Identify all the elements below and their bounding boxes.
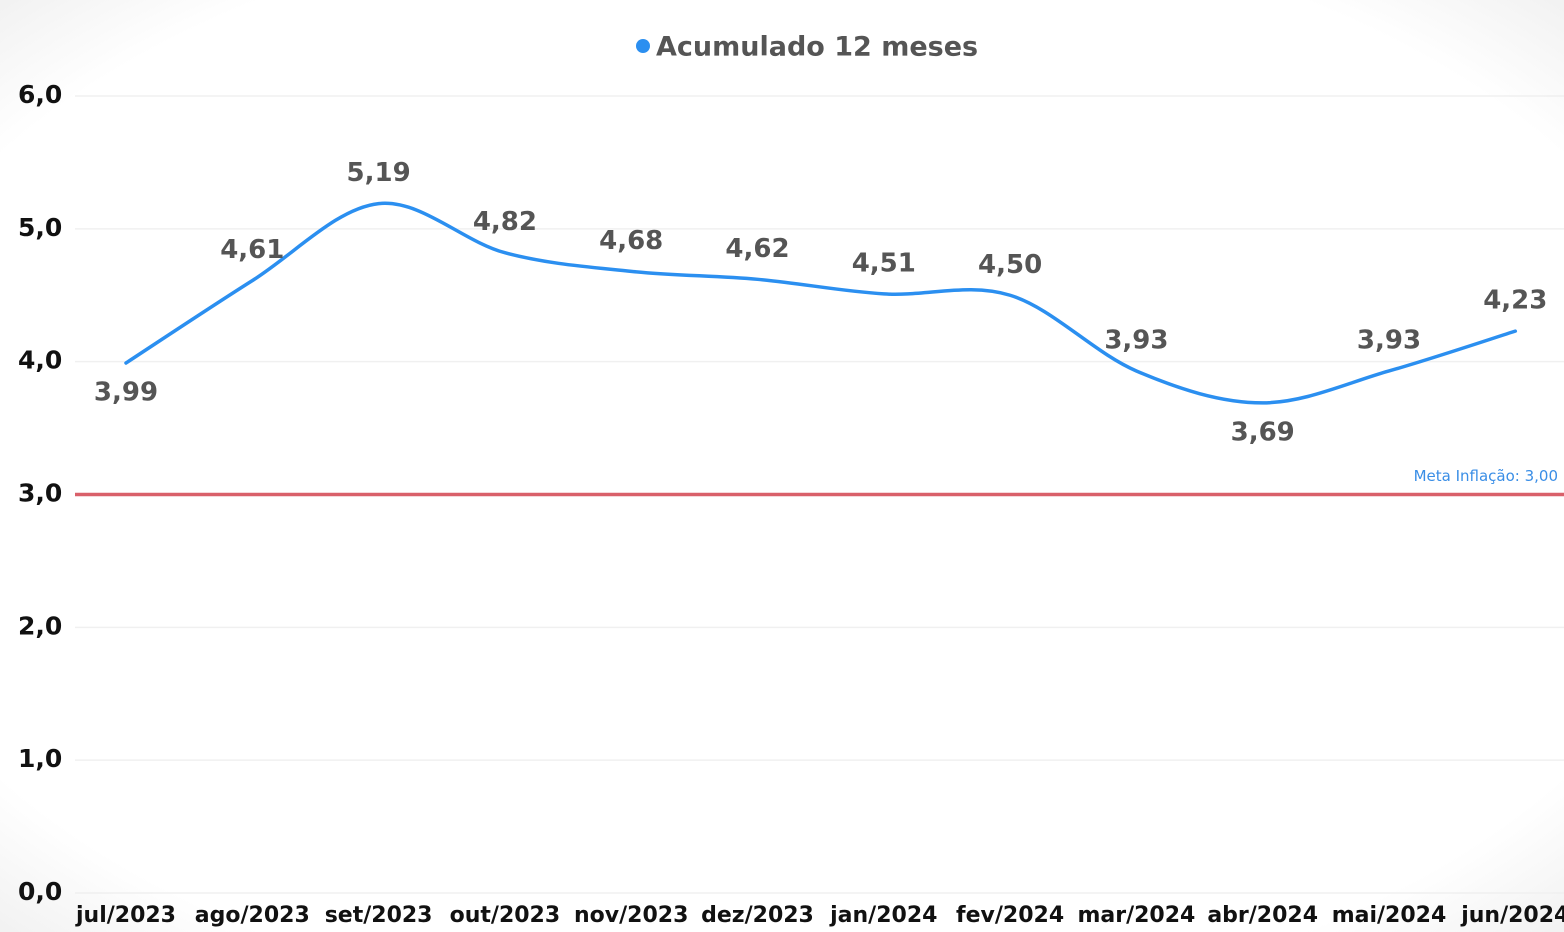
x-tick-label: mar/2024 bbox=[1077, 903, 1195, 928]
x-tick-label: jun/2024 bbox=[1460, 903, 1564, 928]
data-label: 3,93 bbox=[1104, 325, 1168, 355]
x-tick-label: abr/2024 bbox=[1207, 903, 1318, 928]
x-tick-label: jul/2023 bbox=[75, 903, 176, 928]
y-tick-label: 3,0 bbox=[18, 479, 62, 508]
x-tick-label: out/2023 bbox=[450, 903, 561, 928]
plot bbox=[124, 201, 1518, 405]
x-tick-label: fev/2024 bbox=[956, 903, 1064, 928]
reference-label: Meta Inflação: 3,00 bbox=[1414, 467, 1558, 485]
data-label: 4,23 bbox=[1483, 286, 1547, 316]
x-tick-label: mai/2024 bbox=[1332, 903, 1447, 928]
x-tick-label: dez/2023 bbox=[701, 903, 814, 928]
y-tick-label: 6,0 bbox=[18, 80, 62, 109]
data-label: 3,99 bbox=[94, 377, 158, 407]
data-label: 4,82 bbox=[473, 207, 537, 237]
data-label: 4,62 bbox=[725, 234, 789, 264]
x-tick-label: ago/2023 bbox=[195, 903, 310, 928]
data-label: 4,50 bbox=[978, 250, 1042, 280]
data-label: 4,68 bbox=[599, 226, 663, 256]
x-tick-label: jan/2024 bbox=[829, 903, 937, 928]
x-tick-label: nov/2023 bbox=[574, 903, 688, 928]
y-tick-label: 5,0 bbox=[18, 213, 62, 242]
labels: 0,0 1,0 2,0 3,0 4,0 5,0 6,0 jul/2023 ago/2023 set… bbox=[18, 32, 1564, 929]
x-tick-label: set/2023 bbox=[325, 903, 433, 928]
data-label: 4,51 bbox=[852, 248, 916, 278]
y-tick-label: 1,0 bbox=[18, 744, 62, 773]
series-line bbox=[124, 201, 1518, 405]
data-label: 4,61 bbox=[220, 235, 284, 265]
y-tick-label: 4,0 bbox=[18, 346, 62, 375]
legend-label: Acumulado 12 meses bbox=[656, 32, 978, 63]
data-label: 3,93 bbox=[1357, 325, 1421, 355]
data-label: 3,69 bbox=[1231, 417, 1295, 447]
y-tick-label: 2,0 bbox=[18, 611, 62, 640]
y-tick-label: 0,0 bbox=[18, 877, 62, 906]
data-label: 5,19 bbox=[347, 158, 411, 188]
legend-marker bbox=[636, 39, 650, 53]
